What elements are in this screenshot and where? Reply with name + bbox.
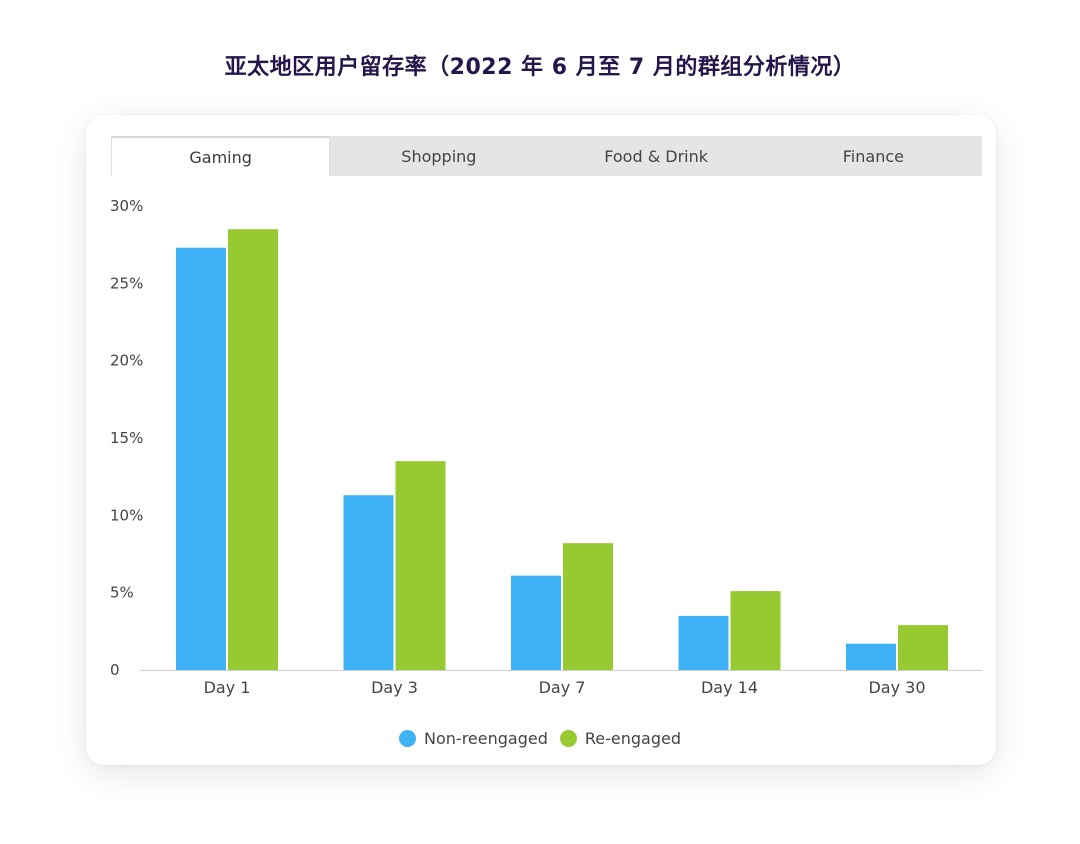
tab-finance[interactable]: Finance [842,146,904,166]
category-tabs: Gaming Shopping Food & Drink Finance [111,136,982,176]
x-tick-label: Day 1 [204,678,251,697]
legend-swatch-non-reengaged [399,729,417,747]
y-tick-label: 5% [110,584,134,602]
x-tick-label: Day 3 [371,678,418,697]
tab-gaming[interactable]: Gaming [111,136,331,176]
bar-non-reengaged [678,615,729,670]
bar-non-reengaged [511,575,561,670]
legend-label-non-reengaged: Non-reengaged [424,728,548,748]
bar-re-engaged [395,461,446,670]
tab-food-drink[interactable]: Food & Drink [604,146,708,166]
x-tick-label: Day 14 [701,678,758,697]
y-tick-label: 15% [110,429,143,447]
tab-shopping[interactable]: Shopping [401,146,477,166]
y-tick-label: 25% [110,274,143,292]
y-tick-label: 20% [110,352,143,370]
chart-legend: Non-reengaged Re-engaged [0,726,1080,750]
bar-re-engaged [730,591,781,670]
legend-label-re-engaged: Re-engaged [584,728,681,748]
bar-re-engaged [898,625,948,670]
legend-item-non-reengaged: Non-reengaged [399,729,548,748]
y-tick-label: 0 [110,661,120,679]
y-tick-label: 10% [110,506,143,524]
bar-non-reengaged [343,495,394,670]
chart-title: 亚太地区用户留存率（2022 年 6 月至 7 月的群组分析情况） [224,55,856,80]
y-tick-label: 30% [110,197,143,215]
legend-item-re-engaged: Re-engaged [559,728,681,748]
x-tick-label: Day 30 [868,678,925,697]
bar-non-reengaged [176,247,226,670]
x-tick-label: Day 7 [539,678,586,697]
bar-non-reengaged [846,643,896,670]
legend-swatch-re-engaged [559,729,577,747]
bar-re-engaged [563,543,613,670]
bar-re-engaged [228,229,278,670]
